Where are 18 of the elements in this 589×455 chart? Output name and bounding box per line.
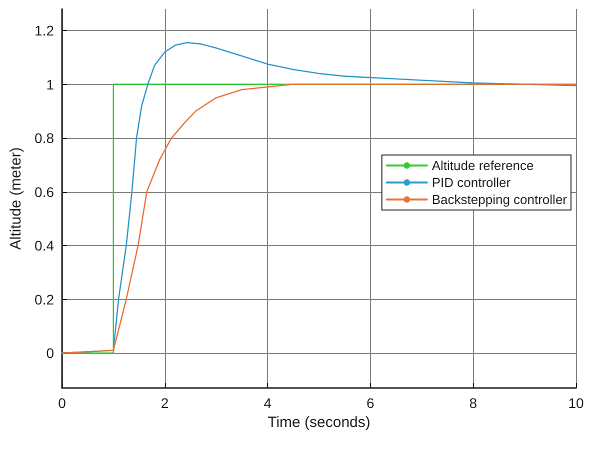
y-tick-label: 1 bbox=[46, 76, 54, 92]
x-tick-label: 4 bbox=[264, 395, 272, 411]
y-tick-label: 0 bbox=[46, 345, 54, 362]
y-tick-label: 0.2 bbox=[34, 291, 54, 308]
x-axis-title: Time (seconds) bbox=[268, 414, 370, 431]
x-tick-label: 0 bbox=[58, 395, 66, 411]
legend-label: Altitude reference bbox=[432, 158, 534, 173]
x-tick-label: 6 bbox=[366, 395, 374, 411]
legend-label: PID controller bbox=[432, 175, 512, 190]
y-tick-label: 0.8 bbox=[34, 130, 54, 146]
x-tick-label: 8 bbox=[469, 395, 478, 411]
x-tick-label: 2 bbox=[160, 395, 169, 411]
y-axis-title: Altitude (meter) bbox=[8, 147, 25, 250]
x-tick-label: 10 bbox=[568, 395, 584, 411]
y-tick-label: 0.4 bbox=[34, 238, 54, 254]
y-tick-label: 0.6 bbox=[34, 184, 54, 200]
y-tick-label: 1.2 bbox=[34, 22, 54, 39]
legend-label: Backstepping controller bbox=[432, 192, 568, 207]
